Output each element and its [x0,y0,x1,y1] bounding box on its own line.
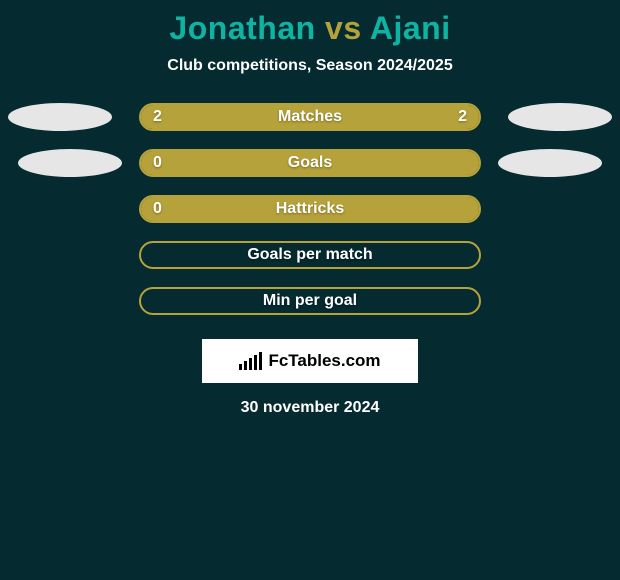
stat-row: 0 Goals [0,149,620,177]
player-b-ellipse [508,103,612,131]
player-b-ellipse [498,149,602,177]
stat-bar: 0 Goals [139,149,481,177]
stat-row: Min per goal [0,287,620,315]
stat-bar: Goals per match [139,241,481,269]
subtitle: Club competitions, Season 2024/2025 [0,57,620,75]
stat-rows: 2 2 Matches 0 Goals 0 Hattricks Goals per match… [0,103,620,315]
player-b-name: Ajani [370,10,451,46]
stat-label: Min per goal [263,292,357,310]
stat-right-value: 2 [458,108,467,126]
stat-label: Goals per match [247,246,372,264]
stat-label: Matches [278,108,342,126]
stat-row: 2 2 Matches [0,103,620,131]
stat-left-value: 0 [153,154,162,172]
vs-label: vs [316,10,370,46]
brand-box: FcTables.com [202,339,418,383]
stat-bar: 2 2 Matches [139,103,481,131]
page-title: Jonathan vs Ajani [0,0,620,47]
player-a-ellipse [18,149,122,177]
date-label: 30 november 2024 [0,399,620,417]
player-a-ellipse [8,103,112,131]
stat-left-value: 2 [153,108,162,126]
stat-bar: 0 Hattricks [139,195,481,223]
stat-row: Goals per match [0,241,620,269]
stat-bar: Min per goal [139,287,481,315]
stat-left-value: 0 [153,200,162,218]
stat-label: Hattricks [276,200,344,218]
brand-text: FcTables.com [268,351,380,371]
stat-row: 0 Hattricks [0,195,620,223]
stat-label: Goals [288,154,332,172]
player-a-name: Jonathan [169,10,315,46]
comparison-infographic: Jonathan vs Ajani Club competitions, Sea… [0,0,620,580]
brand-bars-icon [239,352,262,370]
